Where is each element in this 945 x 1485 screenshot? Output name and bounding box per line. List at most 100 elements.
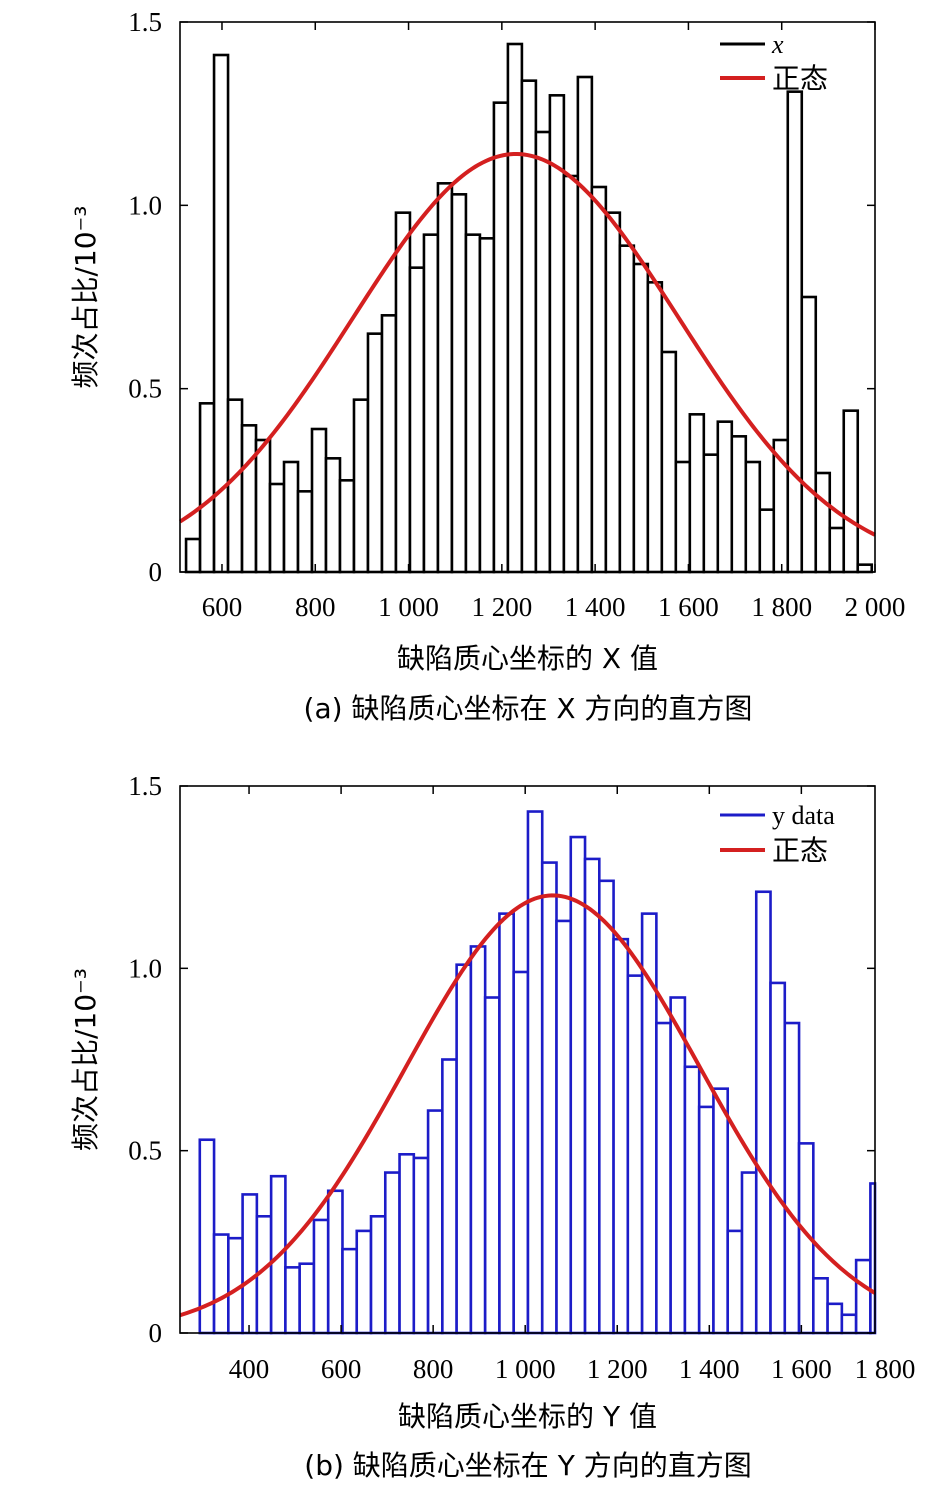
panel-b-bar-28 [583,857,601,1335]
panel-b-legend-normal-label: 正态 [772,834,828,867]
panel-b-bar-29 [598,879,615,1335]
panel-b-histogram: 400 600 800 1 000 1 200 1 400 1 600 1 800 0 0.5 1.… [69,771,915,1482]
panel-a-x-tick-label-4: 1 400 [565,592,626,622]
panel-a-bar-31 [618,244,636,574]
panel-a-bar-13 [366,332,384,574]
panel-a-y-axis-title: 频次占比/10⁻³ [69,205,102,388]
panel-a-y-tick-label-3: 1.5 [128,7,162,37]
panel-b-y-tick-label-2: 1.0 [128,953,162,983]
panel-b-axes: 400 600 800 1 000 1 200 1 400 1 600 1 800 0 0.5 1.… [128,771,915,1384]
panel-a-x-tick-label-3: 1 200 [471,592,532,622]
panel-b-bar-23 [512,970,530,1335]
panel-a-bar-34 [660,350,678,574]
panel-b-bar-19 [455,963,473,1335]
panel-a-bar-36 [688,413,706,574]
panel-b-y-tick-label-1: 0.5 [128,1136,162,1166]
panel-a-bar-30 [604,211,622,574]
panel-b-bar-20 [469,945,487,1335]
panel-a-bar-40 [744,460,762,574]
panel-b-y-axis-title: 频次占比/10⁻³ [69,968,102,1151]
panel-a-bar-28 [576,75,594,574]
panel-b-bar-17 [426,1109,444,1335]
panel-a-bar-39 [730,435,748,574]
panel-b-bar-34 [669,996,687,1335]
panel-a-bar-25 [534,130,552,574]
panel-a-bar-0 [184,537,202,574]
panel-a-normal-curve [178,152,876,537]
panel-a-bar-27 [562,174,580,574]
panel-b-bar-35 [683,1065,701,1335]
panel-a-bar-29 [590,185,608,574]
panel-a-bar-10 [324,457,342,574]
panel-b-x-tick-label-1: 600 [321,1354,362,1384]
panel-b-legend: y data 正态 [720,801,835,867]
panel-b-bar-44 [812,1277,829,1335]
panel-b-bar-11 [341,1247,359,1335]
panel-b-bar-25 [540,861,558,1335]
panel-b-normal-curve [179,893,877,1318]
panel-b-plot-frame [179,785,876,1334]
panel-a-bar-11 [338,479,356,574]
panel-b-bar-40 [754,890,772,1335]
panel-b-x-tick-label-5: 1 400 [679,1354,740,1384]
panel-a-y-tick-label-0: 0 [149,557,163,587]
panel-b-bar-14 [383,1171,401,1335]
panel-a-bar-16 [408,266,426,574]
panel-b-bar-38 [726,1229,744,1335]
panel-b-bar-45 [826,1302,844,1335]
panel-a-bar-45 [814,471,832,574]
panel-a-bar-20 [464,233,482,574]
panel-b-bar-8 [298,1262,316,1335]
panel-b-bar-33 [655,1021,672,1335]
panel-a-y-tick-label-2: 1.0 [128,190,162,220]
panel-b-bar-39 [740,1171,758,1335]
panel-b-bar-46 [840,1313,858,1335]
panel-b-bar-21 [483,996,501,1335]
panel-a-bar-18 [436,182,454,574]
panel-b-bar-10 [326,1189,344,1335]
panel-b-bar-12 [355,1229,373,1335]
panel-a-bar-35 [674,460,692,574]
panel-a-bar-23 [506,42,524,574]
panel-b-bar-16 [412,1156,430,1335]
panel-b-x-tick-label-4: 1 200 [587,1354,648,1384]
panel-a-bar-17 [422,233,440,574]
panel-a-x-tick-label-2: 1 000 [378,592,439,622]
panel-a-x-tick-label-1: 800 [295,592,336,622]
panel-b-bar-37 [712,1087,730,1335]
panel-a-legend: x 正态 [720,30,828,95]
panel-a-bar-32 [632,262,650,574]
panel-a-bar-21 [478,237,496,574]
panel-a-y-tick-label-1: 0.5 [128,374,162,404]
panel-b-x-tick-label-0: 400 [229,1354,270,1384]
panel-a-bars [184,42,874,574]
panel-b-y-tick-label-0: 0 [149,1318,163,1348]
panel-a-bar-46 [828,526,846,574]
panel-a-bar-47 [842,409,860,574]
panel-b-bar-24 [526,810,544,1335]
panel-b-bar-9 [312,1218,330,1335]
panel-a-x-tick-label-5: 1 600 [658,592,719,622]
panel-b-y-tick-label-3: 1.5 [128,771,162,801]
panel-b-bars [198,810,877,1335]
panel-a-bar-37 [702,453,720,574]
panel-b-bar-30 [612,937,630,1335]
panel-b-bar-2 [212,1233,230,1335]
panel-a-bar-33 [646,281,664,574]
panel-b-bar-18 [441,1058,458,1335]
panel-a-caption: (a) 缺陷质心坐标在 X 方向的直方图 [304,692,753,725]
panel-a-x-tick-label-7: 2 000 [845,592,906,622]
panel-b-x-tick-label-6: 1 600 [771,1354,832,1384]
panel-b-bar-31 [626,974,644,1335]
panel-a-bar-4 [240,424,258,574]
panel-b-bar-26 [555,919,573,1335]
panel-b-bar-7 [284,1266,301,1335]
panel-a-bar-19 [450,193,468,574]
panel-a-x-axis-title: 缺陷质心坐标的 X 值 [397,642,658,675]
panel-a-histogram: 600 800 1 000 1 200 1 400 1 600 1 800 2 000 0 0.5… [69,7,905,725]
panel-b-bar-41 [769,981,787,1335]
panel-b-x-tick-label-2: 800 [413,1354,454,1384]
panel-b-x-tick-label-3: 1 000 [495,1354,556,1384]
panel-b-legend-y-label: y data [772,801,835,830]
